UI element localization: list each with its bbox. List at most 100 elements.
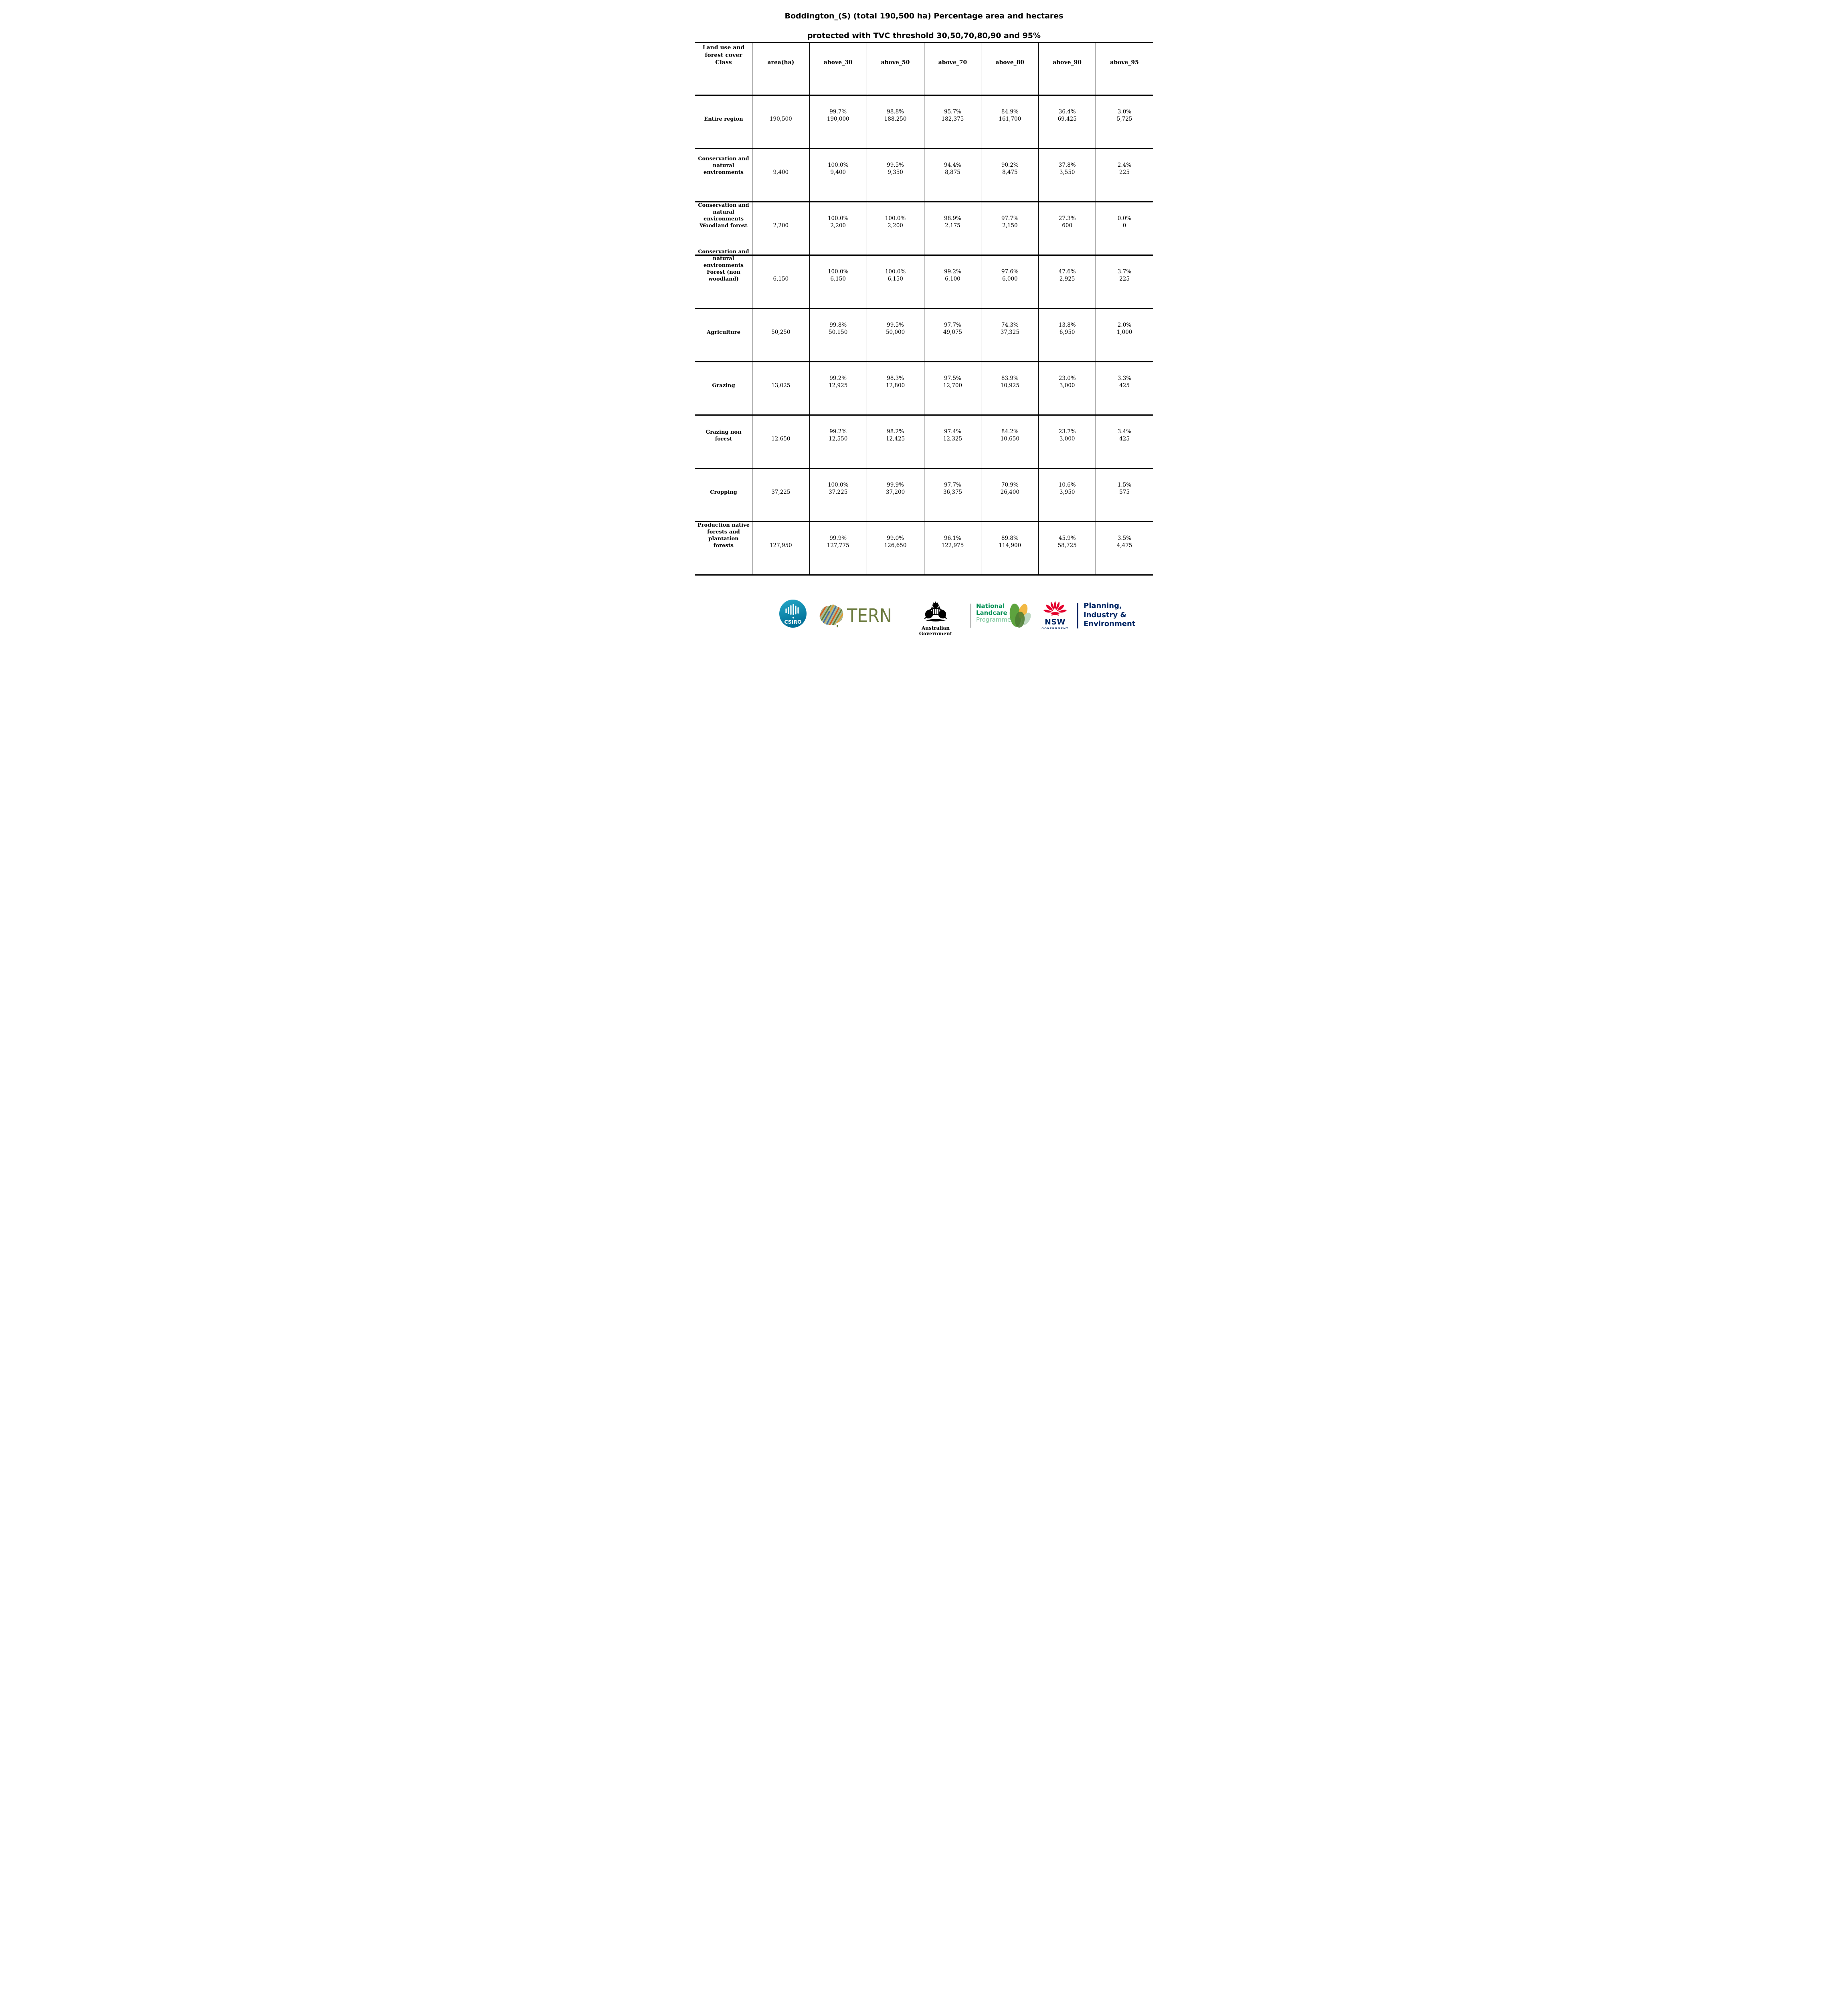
hectares-value: 50,150 xyxy=(829,329,848,335)
percent-value: 98.2% xyxy=(887,428,904,435)
threshold-cell: 84.9% 161,700 xyxy=(981,95,1039,149)
row-label-cell: Production native forests and plantation… xyxy=(695,521,752,576)
hectares-value: 2,200 xyxy=(888,222,903,229)
column-header-label: Land use and forest cover Class xyxy=(702,44,745,66)
hectares-value: 425 xyxy=(1119,435,1130,442)
planning-industry-environment-logo: Planning, Industry & Environment xyxy=(1084,602,1135,629)
hectares-value: 12,800 xyxy=(886,382,905,389)
threshold-cell: 13.8% 6,950 xyxy=(1038,308,1096,362)
threshold-cell: 99.2% 12,925 xyxy=(809,361,867,416)
threshold-cell-content: 98.3% 12,800 xyxy=(868,375,923,390)
threshold-cell: 97.7% 2,150 xyxy=(981,201,1039,256)
threshold-cell-content: 90.2% 8,475 xyxy=(982,162,1037,176)
tern-map-icon xyxy=(819,604,843,628)
hectares-value: 5,725 xyxy=(1116,115,1132,122)
threshold-cell-content: 98.2% 12,425 xyxy=(868,428,923,443)
threshold-cell: 99.2% 6,100 xyxy=(924,255,982,309)
threshold-cell: 94.4% 8,875 xyxy=(924,148,982,202)
hectares-value: 575 xyxy=(1119,489,1130,495)
hectares-value: 225 xyxy=(1119,169,1130,176)
threshold-cell-content: 1.5% 575 xyxy=(1097,482,1152,496)
percent-value: 99.0% xyxy=(887,535,904,541)
hectares-value: 2,200 xyxy=(830,222,846,229)
threshold-cell: 97.6% 6,000 xyxy=(981,255,1039,309)
threshold-cell-content: 3.7% 225 xyxy=(1097,269,1152,283)
percent-value: 3.7% xyxy=(1117,268,1132,275)
hectares-value: 6,150 xyxy=(888,275,903,282)
area-cell: 9,400 xyxy=(752,148,810,202)
threshold-cell-content: 99.7% 190,000 xyxy=(811,109,866,123)
threshold-cell: 100.0% 6,150 xyxy=(809,255,867,309)
threshold-cell-content: 3.3% 425 xyxy=(1097,375,1152,390)
hectares-value: 58,725 xyxy=(1057,542,1077,549)
hectares-value: 190,000 xyxy=(827,115,849,122)
hectares-value: 12,700 xyxy=(943,382,962,389)
column-header-label: area(ha) xyxy=(767,59,795,66)
hectares-value: 36,375 xyxy=(943,489,962,495)
row-label-cell: Entire region xyxy=(695,95,752,149)
threshold-cell-content: 99.5% 50,000 xyxy=(868,322,923,336)
tvc-protection-table: Land use and forest cover Class area(ha) a… xyxy=(695,42,1153,576)
area-cell: 190,500 xyxy=(752,95,810,149)
threshold-cell: 98.9% 2,175 xyxy=(924,201,982,256)
hectares-value: 4,475 xyxy=(1116,542,1132,549)
hectares-value: 188,250 xyxy=(884,115,907,122)
hectares-value: 49,075 xyxy=(943,329,962,335)
threshold-cell: 1.5% 575 xyxy=(1096,468,1153,522)
column-header-above-30: above_30 xyxy=(809,42,867,96)
threshold-cell-content: 2.0% 1,000 xyxy=(1097,322,1152,336)
row-label: Production native forests and plantation… xyxy=(697,522,750,549)
threshold-cell-content: 97.7% 36,375 xyxy=(925,482,981,496)
threshold-cell-content: 97.5% 12,700 xyxy=(925,375,981,390)
percent-value: 99.2% xyxy=(944,268,961,275)
threshold-cell: 99.8% 50,150 xyxy=(809,308,867,362)
threshold-cell-content: 36.4% 69,425 xyxy=(1039,109,1095,123)
hectares-value: 114,900 xyxy=(999,542,1021,549)
percent-value: 3.0% xyxy=(1117,108,1132,115)
tern-wordmark: TERN xyxy=(847,605,892,626)
percent-value: 99.9% xyxy=(887,481,904,488)
percent-value: 100.0% xyxy=(827,268,849,275)
threshold-cell: 74.3% 37,325 xyxy=(981,308,1039,362)
hectares-value: 26,400 xyxy=(1000,489,1019,495)
column-header-label: above_80 xyxy=(995,59,1025,66)
hectares-value: 12,550 xyxy=(829,435,848,442)
threshold-cell-content: 84.2% 10,650 xyxy=(982,428,1037,443)
hectares-value: 8,475 xyxy=(1002,169,1018,176)
percent-value: 84.9% xyxy=(1001,108,1019,115)
landcare-leaves-icon xyxy=(1009,604,1031,628)
national-landcare-label: National Landcare Programme xyxy=(976,602,1011,623)
threshold-cell: 97.7% 49,075 xyxy=(924,308,982,362)
column-header-class: Land use and forest cover Class xyxy=(695,42,752,96)
threshold-cell-content: 99.9% 127,775 xyxy=(811,535,866,549)
area-value: 6,150 xyxy=(773,275,789,282)
threshold-cell: 70.9% 26,400 xyxy=(981,468,1039,522)
column-header-above-50: above_50 xyxy=(866,42,924,96)
column-header-label: above_70 xyxy=(938,59,967,66)
threshold-cell: 3.7% 225 xyxy=(1096,255,1153,309)
threshold-cell-content: 99.2% 12,925 xyxy=(811,375,866,390)
threshold-cell: 23.7% 3,000 xyxy=(1038,414,1096,469)
hectares-value: 69,425 xyxy=(1057,115,1077,122)
threshold-cell: 100.0% 9,400 xyxy=(809,148,867,202)
threshold-cell: 98.8% 188,250 xyxy=(866,95,924,149)
threshold-cell: 37.8% 3,550 xyxy=(1038,148,1096,202)
percent-value: 10.6% xyxy=(1058,481,1076,488)
table-row-production-native: Production native forests and plantation… xyxy=(695,521,1153,576)
table-row-conservation-and: Conservation and natural environments Fo… xyxy=(695,249,1153,309)
threshold-cell-content: 47.6% 2,925 xyxy=(1039,269,1095,283)
percent-value: 74.3% xyxy=(1001,321,1019,328)
threshold-cell: 27.3% 600 xyxy=(1038,201,1096,256)
threshold-cell-content: 3.5% 4,475 xyxy=(1097,535,1152,549)
threshold-cell: 99.2% 12,550 xyxy=(809,414,867,469)
percent-value: 97.6% xyxy=(1001,268,1019,275)
threshold-cell: 47.6% 2,925 xyxy=(1038,255,1096,309)
hectares-value: 6,100 xyxy=(945,275,960,282)
threshold-cell: 83.9% 10,925 xyxy=(981,361,1039,416)
threshold-cell-content: 99.9% 37,200 xyxy=(868,482,923,496)
threshold-cell-content: 3.4% 425 xyxy=(1097,428,1152,443)
threshold-cell: 3.4% 425 xyxy=(1096,414,1153,469)
hectares-value: 3,950 xyxy=(1059,489,1075,495)
footer-logos: CSIRO xyxy=(693,598,1155,636)
hectares-value: 127,775 xyxy=(827,542,849,549)
